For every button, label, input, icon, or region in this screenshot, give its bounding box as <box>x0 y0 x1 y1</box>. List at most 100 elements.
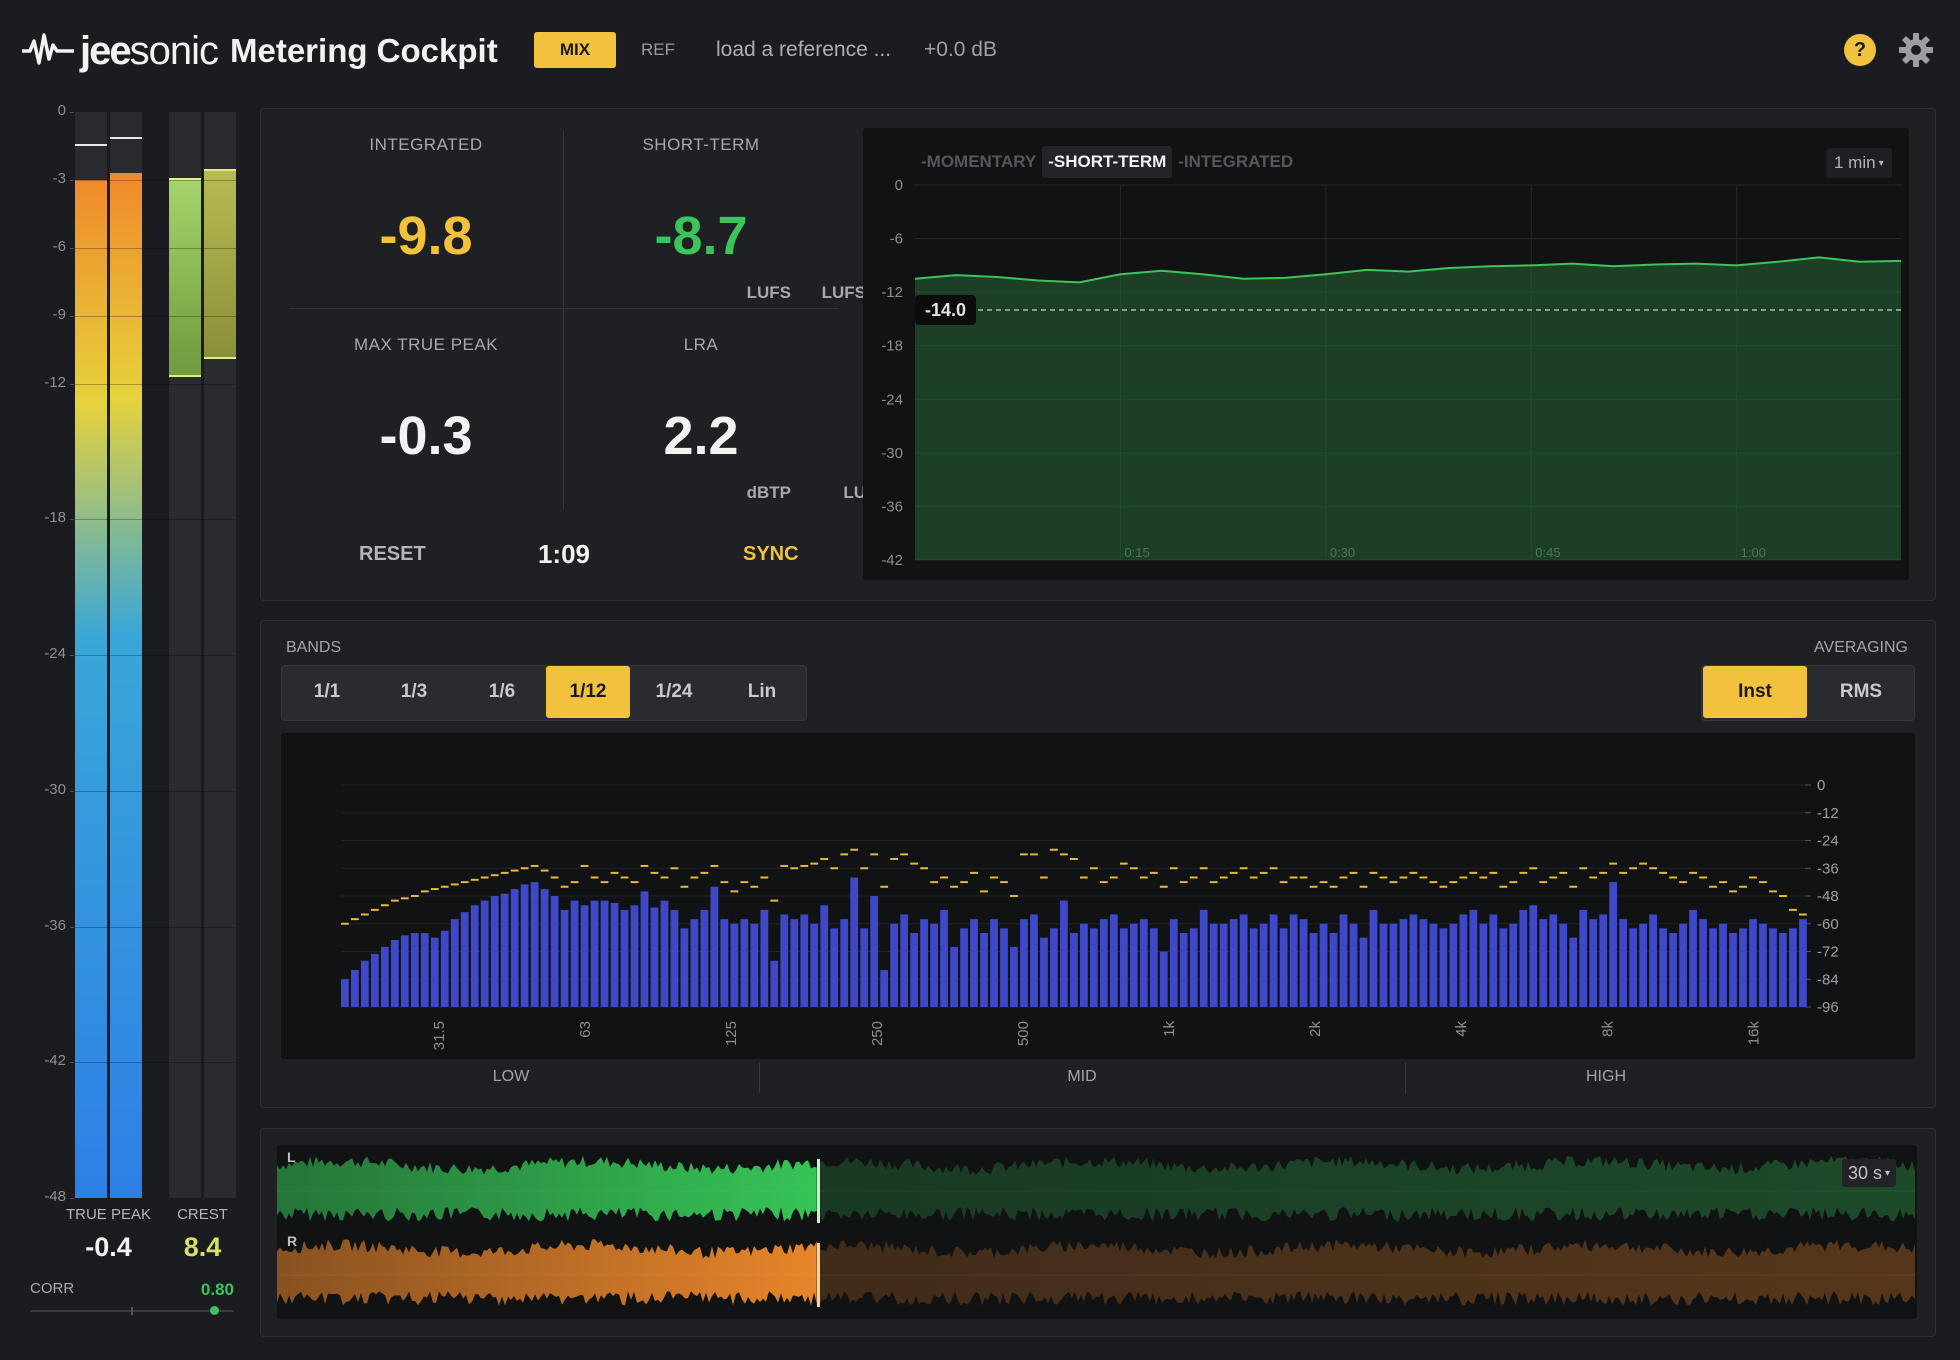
spectrum-bar <box>850 877 859 1007</box>
lra-value: 2.2 <box>663 406 739 466</box>
chevron-down-icon: ▾ <box>1878 157 1884 169</box>
spectrum-peak <box>1779 895 1787 897</box>
spectrum-y-tick: -12 <box>1817 805 1839 822</box>
spectrum-bar <box>790 919 799 1007</box>
spectrum-y-tick: -36 <box>1817 860 1839 877</box>
band-option-1-24[interactable]: 1/24 <box>655 681 693 702</box>
spectrum-peak <box>1020 853 1028 856</box>
reference-gain-value[interactable]: +0.0 dB <box>924 38 997 61</box>
spectrum-peak <box>770 899 779 902</box>
spectrum-peak <box>590 876 599 879</box>
spectrum-bar <box>630 905 639 1007</box>
spectrum-bar <box>1369 909 1378 1007</box>
spectrum-bar <box>1050 928 1058 1007</box>
meter-scale-mark <box>70 655 74 656</box>
band-option-1-3[interactable]: 1/3 <box>400 681 428 702</box>
spectrum-peak <box>710 864 719 867</box>
waveform-range-select[interactable]: 30 s ▾ <box>1842 1159 1897 1187</box>
history-line <box>914 256 1902 284</box>
spectrum-bar <box>970 919 978 1007</box>
history-y-tick: -30 <box>881 445 903 462</box>
spectrum-peak <box>1319 881 1328 884</box>
spectrum-bar <box>1429 923 1438 1007</box>
spectrum-peak <box>1659 871 1667 874</box>
spectrum-peak <box>1030 853 1038 856</box>
waveform-logo-icon <box>22 33 74 65</box>
help-button[interactable]: ? <box>1844 34 1876 66</box>
spectrum-bar <box>1409 914 1418 1007</box>
spectrum-bar <box>1199 909 1208 1007</box>
spectrum-bar <box>1030 914 1038 1007</box>
meter-scale-mark <box>70 179 74 181</box>
spectrum-peak <box>790 867 799 870</box>
spectrum-peak <box>1799 913 1807 916</box>
band-option-1-12[interactable]: 1/12 <box>546 666 630 718</box>
band-option-1-1[interactable]: 1/1 <box>313 681 341 702</box>
spectrum-peak <box>840 853 849 856</box>
history-x-tick: 1:00 <box>1741 545 1766 560</box>
region-divider-1 <box>759 1063 760 1093</box>
meter-scale-tick: -12 <box>44 373 66 391</box>
bands-selector: 1/1 1/3 1/6 1/12 1/24 Lin <box>281 665 807 721</box>
spectrum-bar <box>1639 923 1648 1007</box>
spectrum-bar <box>1229 919 1238 1007</box>
spectrum-x-tick: 4k <box>1453 1021 1470 1037</box>
spectrum-peak <box>1309 885 1318 888</box>
meter-scale-tick: -48 <box>44 1188 66 1205</box>
spectrum-bar <box>770 960 779 1007</box>
spectrum-peak <box>1519 871 1528 874</box>
meter-scale-mark <box>70 247 74 249</box>
reset-button[interactable]: RESET <box>359 543 426 565</box>
waveform-display[interactable]: L R 30 s ▾ <box>277 1145 1917 1319</box>
elapsed-time: 1:09 <box>537 539 591 569</box>
gear-icon[interactable] <box>1898 32 1934 68</box>
tab-short-term[interactable]: -SHORT-TERM <box>1042 146 1173 178</box>
spectrum-bar <box>1389 923 1398 1007</box>
averaging-option-rms[interactable]: RMS <box>1839 681 1883 702</box>
spectrum-x-tick: 31.5 <box>431 1021 448 1050</box>
spectrum-peak <box>1709 885 1717 888</box>
spectrum-peak <box>1389 881 1398 884</box>
region-mid-label: MID <box>1067 1068 1097 1085</box>
spectrum-peak <box>720 881 729 884</box>
correlation-label: CORR <box>30 1280 75 1297</box>
spectrum-bar <box>510 889 519 1007</box>
spectrum-bar <box>560 909 569 1007</box>
spectrum-peak <box>1299 876 1308 879</box>
region-high-label: HIGH <box>1586 1068 1626 1085</box>
spectrum-bar <box>680 928 689 1007</box>
load-reference-field[interactable]: load a reference ... <box>716 38 892 61</box>
band-option-lin[interactable]: Lin <box>747 681 777 702</box>
spectrum-peak <box>450 883 459 886</box>
correlation-value: 0.80 <box>200 1280 234 1299</box>
spectrum-bar <box>1000 928 1008 1007</box>
tab-momentary[interactable]: -MOMENTARY <box>921 152 1037 171</box>
spectrum-bar <box>990 919 998 1007</box>
history-range-select[interactable]: 1 min ▾ <box>1826 148 1892 178</box>
spectrum-bar <box>640 891 649 1007</box>
spectrum-peak <box>1599 871 1608 874</box>
spectrum-peak <box>520 867 529 870</box>
spectrum-peak <box>950 885 958 888</box>
loudness-history-chart: 0 -6 -12 -18 -24 -30 -36 -42 0:15 0:30 0:45 1:00 -M… <box>863 128 1909 580</box>
spectrum-bar <box>930 923 938 1007</box>
spectrum-peak <box>390 899 399 902</box>
averaging-option-inst[interactable]: Inst <box>1703 666 1807 718</box>
sync-button[interactable]: SYNC <box>743 543 799 565</box>
spectrum-peak <box>1649 867 1658 870</box>
spectrum-peak <box>1399 876 1408 879</box>
ref-mode-button[interactable]: REF <box>641 40 675 59</box>
spectrum-peak <box>1749 876 1757 879</box>
spectrum-bar <box>1419 919 1428 1007</box>
spectrum-peak <box>500 871 509 874</box>
tab-integrated[interactable]: -INTEGRATED <box>1178 152 1294 171</box>
spectrum-peak <box>540 869 549 872</box>
integrated-unit: LUFS <box>746 283 791 302</box>
spectrum-bar <box>470 905 479 1007</box>
spectrum-bar <box>940 909 948 1007</box>
spectrum-chart: 0 -12 -24 -36 -48 -60 -72 -84 -96 31.5 63 125 250 500… <box>281 733 1915 1059</box>
mix-mode-button[interactable]: MIX <box>534 32 616 68</box>
spectrum-peak <box>1219 876 1228 879</box>
spectrum-peak <box>530 864 539 867</box>
band-option-1-6[interactable]: 1/6 <box>488 681 516 702</box>
